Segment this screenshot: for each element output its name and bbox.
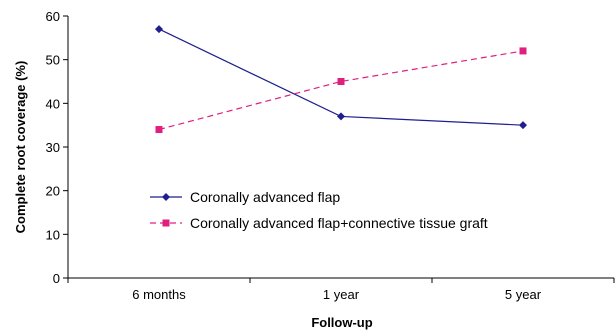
y-tick-label: 0 bbox=[53, 271, 60, 286]
y-axis-title: Complete root coverage (%) bbox=[13, 61, 28, 234]
x-axis-title: Follow-up bbox=[311, 315, 372, 330]
legend-swatch-marker bbox=[162, 219, 170, 227]
x-tick-label: 6 months bbox=[132, 287, 186, 302]
y-tick-label: 60 bbox=[46, 9, 60, 24]
y-tick-label: 20 bbox=[46, 184, 60, 199]
data-point bbox=[519, 47, 527, 55]
legend-item: Coronally advanced flap bbox=[150, 189, 340, 205]
legend: Coronally advanced flap Coronally advance… bbox=[150, 189, 488, 231]
data-point bbox=[155, 126, 163, 134]
data-point bbox=[155, 25, 163, 34]
series-layer bbox=[155, 25, 527, 134]
legend-swatch-marker bbox=[162, 193, 170, 201]
legend-item: Coronally advanced flap+connective tissu… bbox=[150, 215, 488, 231]
y-tick-label: 50 bbox=[46, 53, 60, 68]
series-line bbox=[158, 50, 524, 131]
series-line bbox=[158, 28, 524, 126]
data-point bbox=[337, 78, 345, 85]
data-point bbox=[337, 112, 345, 121]
series-1 bbox=[155, 25, 527, 130]
y-ticks: 0 10 20 30 40 50 60 bbox=[46, 9, 68, 286]
y-tick-label: 40 bbox=[46, 96, 60, 111]
data-point bbox=[519, 121, 527, 130]
y-tick-label: 10 bbox=[46, 227, 60, 242]
axes bbox=[67, 16, 614, 279]
x-tick-label: 1 year bbox=[323, 287, 360, 302]
series-2 bbox=[155, 47, 527, 134]
x-tick-label: 5 year bbox=[505, 287, 542, 302]
x-ticks: 6 months 1 year 5 year bbox=[67, 278, 615, 302]
legend-label: Coronally advanced flap bbox=[190, 189, 340, 205]
legend-label: Coronally advanced flap+connective tissu… bbox=[190, 215, 488, 231]
y-tick-label: 30 bbox=[46, 140, 60, 155]
